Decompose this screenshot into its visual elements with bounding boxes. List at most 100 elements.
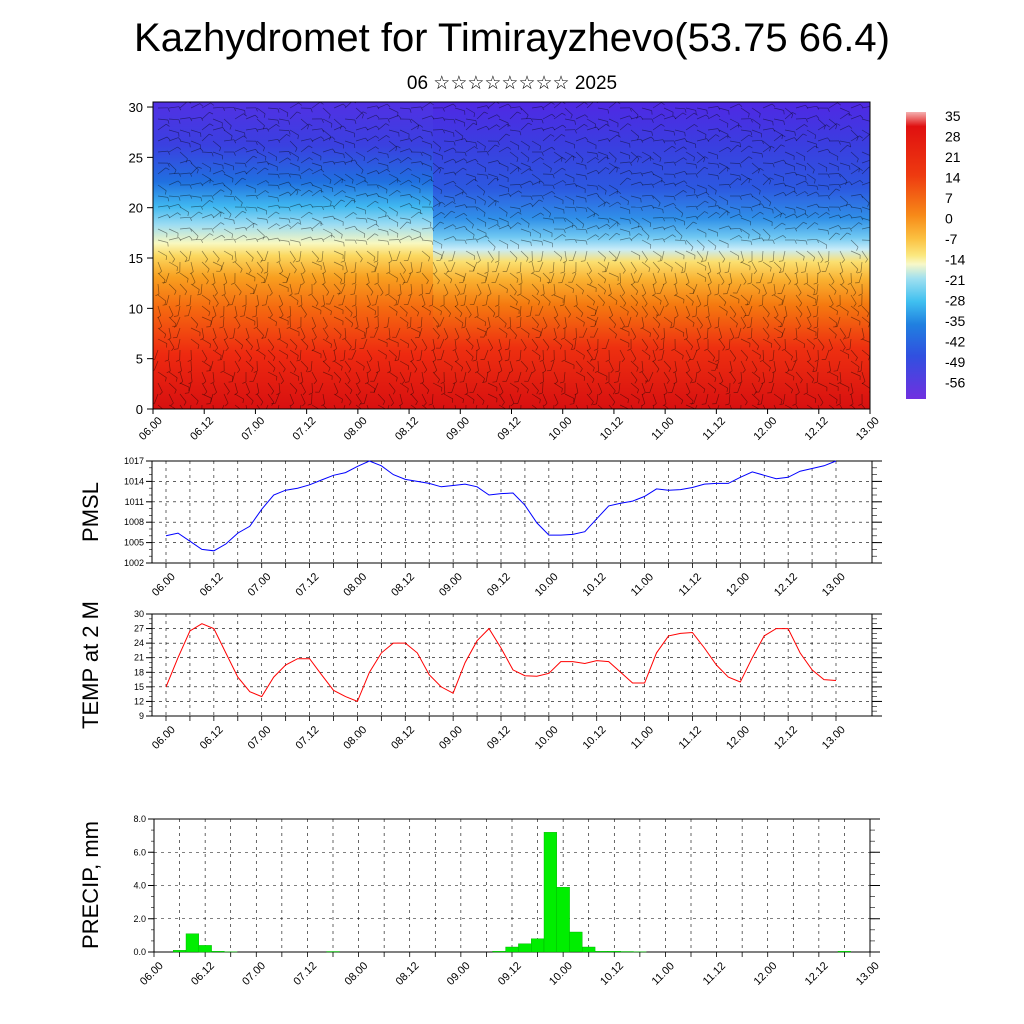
wind-barb <box>520 239 531 243</box>
wind-barb-flag <box>383 326 388 329</box>
wind-barb <box>641 151 651 158</box>
wind-barb-flag <box>221 293 226 297</box>
wind-barb-flag <box>813 257 816 262</box>
wind-barb <box>619 161 630 164</box>
wind-barb <box>773 327 783 334</box>
wind-barb <box>300 294 303 306</box>
wind-barb <box>784 305 788 316</box>
wind-barb-flag <box>813 315 818 318</box>
wind-barb-flag <box>486 151 489 156</box>
wind-barb <box>850 216 861 219</box>
wind-barb <box>729 235 740 241</box>
wind-barb-flag <box>638 255 641 260</box>
wind-barb-flag <box>340 279 343 284</box>
wind-barb-flag <box>159 391 163 396</box>
wind-barb <box>839 305 849 312</box>
wind-barb <box>839 125 850 131</box>
wind-barb <box>696 272 706 279</box>
wind-barb <box>751 129 762 134</box>
wind-barb <box>443 236 454 241</box>
wind-barb <box>575 137 586 142</box>
wind-barb-flag <box>343 242 345 247</box>
wind-barb <box>773 360 776 371</box>
wind-barb-flag <box>319 222 324 225</box>
wind-barb-flag <box>233 238 237 243</box>
wind-barb <box>630 233 639 241</box>
wind-barb <box>388 349 397 357</box>
wind-barb <box>839 140 850 144</box>
wind-barb-flag <box>596 153 599 158</box>
wind-barb <box>685 349 691 360</box>
wind-barb-flag <box>759 113 761 118</box>
wind-barb <box>718 250 726 260</box>
wind-barb-flag <box>757 400 760 405</box>
wind-barb <box>410 135 420 142</box>
wind-barb <box>520 140 530 147</box>
wind-barb <box>410 161 421 164</box>
wind-barb <box>443 224 454 230</box>
wind-barb <box>520 228 531 233</box>
wind-barb <box>410 338 418 348</box>
wind-barb-flag <box>188 381 193 385</box>
wind-barb-flag <box>726 311 728 316</box>
wind-barb <box>267 223 277 230</box>
wind-barb-flag <box>200 205 204 210</box>
wind-barb <box>267 151 277 158</box>
heatmap-xtick-label: 06.12 <box>188 415 216 443</box>
wind-barb <box>729 124 739 131</box>
wind-barb-flag <box>737 415 741 416</box>
wind-barb-flag <box>592 367 595 372</box>
wind-barb <box>619 272 621 284</box>
wind-barb-flag <box>296 326 302 329</box>
wind-barb <box>223 294 230 304</box>
wind-barb-flag <box>634 379 638 384</box>
heatmap-ytick-label: 30 <box>129 100 143 115</box>
wind-barb <box>817 382 828 388</box>
wind-barb-flag <box>461 322 464 327</box>
wind-barb-flag <box>681 400 684 405</box>
wind-barb <box>597 404 604 409</box>
wind-barb <box>388 239 400 241</box>
wind-barb-flag <box>692 289 695 294</box>
wind-barb-flag <box>494 144 499 147</box>
xtick-label: 06.00 <box>150 724 178 752</box>
wind-barb-flag <box>783 192 787 196</box>
wind-barb <box>475 404 478 409</box>
wind-barb-flag <box>680 235 683 240</box>
wind-barb-flag <box>748 156 753 160</box>
wind-barb-flag <box>516 111 521 114</box>
wind-barb-flag <box>812 169 815 174</box>
wind-barb <box>707 272 712 283</box>
wind-barb-flag <box>475 158 479 163</box>
wind-barb <box>310 360 313 372</box>
wind-barb-flag <box>357 380 361 385</box>
wind-barb <box>850 194 861 197</box>
wind-barb-flag <box>187 212 189 217</box>
wind-barb-flag <box>550 134 555 137</box>
wind-barb <box>300 261 306 272</box>
heatmap-xtick-label: 09.12 <box>495 415 523 443</box>
wind-barb-flag <box>827 230 830 235</box>
wind-barb <box>454 167 464 175</box>
wind-barb <box>737 382 742 393</box>
wind-barb <box>179 371 184 382</box>
wind-barb-flag <box>635 313 639 318</box>
wind-barb <box>168 261 178 268</box>
wind-barb-flag <box>419 178 421 183</box>
wind-barb <box>772 349 775 361</box>
ytick-label: 1005 <box>124 538 144 548</box>
wind-barb <box>157 316 163 327</box>
wind-barb <box>333 327 342 336</box>
wind-barb <box>179 129 190 134</box>
wind-barb-flag <box>748 145 753 149</box>
wind-barb <box>674 129 685 133</box>
wind-barb-flag <box>585 415 589 417</box>
wind-barb <box>762 294 764 306</box>
wind-barb <box>487 382 498 388</box>
wind-barb-flag <box>613 381 619 383</box>
wind-barb-flag <box>164 301 167 305</box>
wind-barb-flag <box>838 184 842 189</box>
wind-barb <box>168 212 178 219</box>
wind-barb <box>696 191 707 197</box>
wind-barb <box>740 228 750 235</box>
